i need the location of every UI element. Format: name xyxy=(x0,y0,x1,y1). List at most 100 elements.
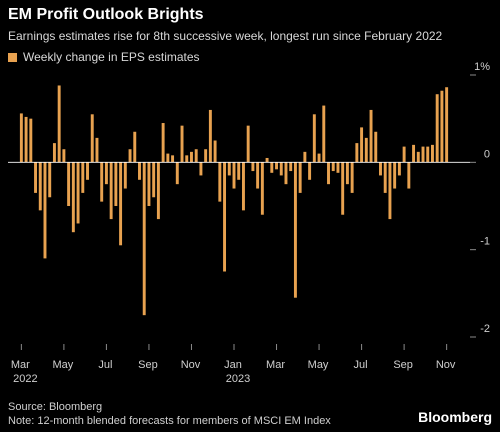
bar xyxy=(350,162,354,193)
bar xyxy=(383,162,387,193)
bar xyxy=(62,149,66,163)
bar xyxy=(232,162,236,189)
bar xyxy=(213,140,217,163)
bar xyxy=(100,162,104,202)
bar xyxy=(138,162,141,180)
bar xyxy=(360,127,364,163)
bar xyxy=(284,162,288,185)
x-tick-label: May xyxy=(52,359,73,371)
bar xyxy=(426,146,430,163)
bar xyxy=(364,137,368,163)
bar xyxy=(204,149,208,163)
bar xyxy=(156,162,160,220)
bar xyxy=(388,162,392,220)
bar xyxy=(327,162,330,185)
x-tick-label: Jul xyxy=(354,359,368,371)
x-tick-year-label: 2022 xyxy=(13,373,37,385)
bar xyxy=(416,151,420,163)
bar xyxy=(114,162,118,206)
x-tick-label: Sep xyxy=(138,359,158,371)
bar xyxy=(71,162,75,233)
x-tick-label: Jan xyxy=(224,359,242,371)
bar xyxy=(374,131,378,163)
bar xyxy=(407,162,411,189)
bar xyxy=(166,153,170,163)
y-tick-label: 1% xyxy=(474,61,490,73)
bar xyxy=(19,113,23,163)
bar xyxy=(265,157,269,163)
bar xyxy=(194,149,198,163)
bar xyxy=(81,162,85,193)
bar xyxy=(431,144,434,163)
bar xyxy=(185,155,189,163)
bar xyxy=(29,118,33,163)
bar xyxy=(67,162,71,206)
legend-label: Weekly change in EPS estimates xyxy=(23,50,200,64)
bars-group xyxy=(19,85,449,316)
bar xyxy=(218,162,222,202)
bar xyxy=(322,105,326,163)
x-tick-label: Nov xyxy=(181,359,201,371)
bar xyxy=(52,143,56,163)
bar xyxy=(133,131,137,163)
source-note: Source: Bloomberg xyxy=(8,401,103,413)
bar xyxy=(331,162,335,172)
bar xyxy=(412,144,416,163)
bar xyxy=(175,162,179,185)
bar xyxy=(95,137,99,163)
bar xyxy=(241,162,245,211)
x-tick-label: Mar xyxy=(11,359,30,371)
legend: Weekly change in EPS estimates xyxy=(8,50,200,64)
bar xyxy=(279,162,283,176)
bar xyxy=(86,162,89,180)
bar xyxy=(256,162,260,189)
bar xyxy=(109,162,113,220)
bar xyxy=(397,162,401,176)
bar xyxy=(345,162,349,185)
bar xyxy=(379,162,382,176)
bar-chart: 1% 0 -1 -2 Mar 2022 May Jul Sep Nov Jan 2023 Mar May… xyxy=(8,61,490,385)
x-tick-label: May xyxy=(308,359,329,371)
bar xyxy=(119,162,123,246)
bar xyxy=(38,162,42,211)
bar xyxy=(275,162,278,170)
bar xyxy=(246,125,250,163)
x-tick-label: Nov xyxy=(436,359,456,371)
bar xyxy=(161,123,165,163)
bar xyxy=(128,149,132,163)
bar xyxy=(312,114,316,163)
bar xyxy=(48,162,52,198)
bar xyxy=(251,162,255,172)
bar xyxy=(298,162,302,193)
bar xyxy=(355,143,359,163)
chart-title: EM Profit Outlook Brights xyxy=(8,6,204,23)
bar xyxy=(43,162,47,259)
bar xyxy=(402,146,406,163)
x-axis: Mar 2022 May Jul Sep Nov Jan 2023 Mar May Jul Sep No… xyxy=(11,344,456,385)
bar xyxy=(147,162,151,206)
bar xyxy=(76,162,80,224)
bar xyxy=(171,155,175,163)
bar xyxy=(90,114,94,163)
methodology-note: Note: 12-month blended forecasts for mem… xyxy=(8,415,331,427)
bar xyxy=(24,116,28,163)
bar xyxy=(435,94,439,163)
bar xyxy=(57,85,61,163)
y-axis: 1% 0 -1 -2 xyxy=(470,61,490,338)
bar xyxy=(142,162,146,316)
bar xyxy=(237,162,241,180)
bar xyxy=(104,162,108,185)
y-tick-label: 0 xyxy=(484,148,490,160)
bar xyxy=(208,109,212,163)
bar xyxy=(308,162,312,180)
bar xyxy=(152,162,156,198)
bar xyxy=(123,162,127,189)
bar xyxy=(317,153,321,163)
bar xyxy=(445,87,449,163)
bar xyxy=(293,162,297,298)
bar xyxy=(227,162,231,176)
bar xyxy=(393,162,397,189)
bar xyxy=(190,151,193,163)
bar xyxy=(270,162,274,173)
